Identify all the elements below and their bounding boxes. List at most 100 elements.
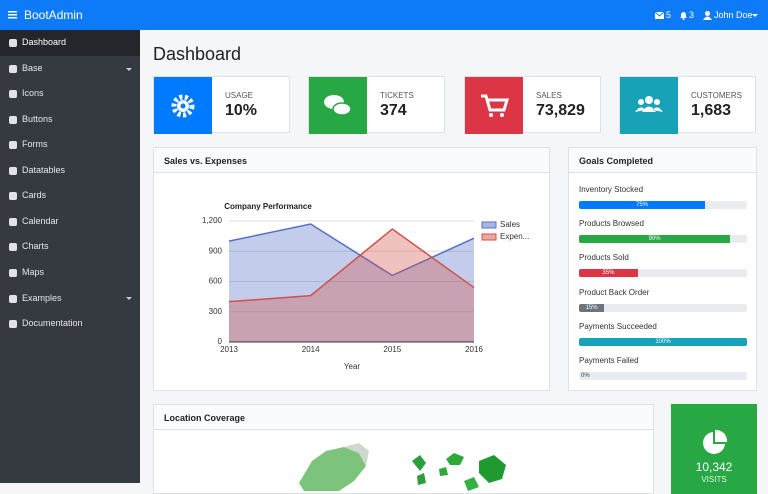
nav-icon	[9, 90, 17, 99]
progress-label: 35%	[602, 270, 615, 277]
message-count[interactable]: 5	[666, 10, 672, 20]
nav-item[interactable]: Dashboard	[22, 37, 67, 47]
sales-card: Sales vs. Expenses	[153, 147, 550, 391]
y-tick-label: 600	[209, 277, 223, 286]
visits-value: 10,342	[695, 460, 733, 474]
bell-icon	[680, 12, 687, 20]
nav-item[interactable]: Maps	[22, 266, 45, 277]
nav-item[interactable]: Buttons	[22, 113, 53, 124]
card-title: Goals Completed	[569, 148, 756, 173]
progress-label: 15%	[585, 304, 598, 311]
goal-name: Product Back Order	[579, 287, 650, 297]
progress-label: 0%	[581, 373, 590, 379]
nav-icon	[9, 192, 17, 201]
card-title: Location Coverage	[154, 405, 653, 430]
progress-label: 100%	[655, 338, 671, 345]
stat-label: USAGE	[225, 91, 254, 100]
progress-track: 100%	[579, 337, 747, 346]
progress-track: 75%	[579, 201, 747, 209]
message-icon	[655, 12, 664, 19]
goals-card: Goals Completed Inventory Stocked 75% Prod…	[568, 147, 757, 391]
progress-bar	[579, 303, 605, 312]
area-fill	[229, 224, 474, 342]
goal-name: Inventory Stocked	[579, 185, 644, 194]
nav-item[interactable]: Documentation	[22, 318, 83, 329]
nav-item[interactable]: Icons	[22, 88, 44, 99]
nav-icon	[9, 243, 17, 252]
stat-value: 1,683	[691, 102, 732, 119]
nav-item[interactable]: Base	[22, 62, 43, 73]
y-tick-label: 0	[218, 337, 223, 346]
pie-icon	[703, 429, 728, 454]
legend-label: Expen...	[500, 232, 529, 241]
nav-icon	[9, 115, 17, 124]
caret	[126, 297, 132, 300]
progress-bar	[579, 269, 638, 278]
x-axis-label: Year	[344, 362, 361, 371]
nav-icon	[9, 268, 17, 277]
progress-track: 35%	[579, 269, 747, 278]
nav-item[interactable]: Cards	[22, 190, 47, 201]
card-title: Sales vs. Expenses	[154, 148, 549, 173]
notification-count[interactable]: 3	[689, 10, 695, 20]
area-fill	[229, 229, 474, 342]
stat-label: SALES	[536, 91, 562, 100]
x-tick-label: 2013	[220, 345, 238, 354]
nav-item[interactable]: Datatables	[22, 164, 66, 175]
nav-item[interactable]: Forms	[22, 139, 48, 150]
stat-card: TICKETS 374	[308, 76, 445, 134]
nav-item[interactable]: Calendar	[22, 215, 59, 226]
progress-bar	[579, 337, 747, 346]
stat-value: 374	[380, 102, 407, 119]
stat-label: CUSTOMERS	[691, 91, 742, 100]
y-tick-label: 1,200	[202, 216, 223, 225]
caret	[126, 68, 132, 71]
visits-card: 10,342 VISITS	[671, 404, 757, 494]
y-tick-label: 300	[209, 307, 223, 316]
goal-name: Payments Succeeded	[579, 321, 657, 331]
active-item-bg	[0, 30, 140, 56]
brand[interactable]: BootAdmin	[24, 8, 83, 22]
stat-label: TICKETS	[380, 91, 414, 100]
stat-icon	[154, 77, 212, 134]
series-line	[228, 228, 475, 303]
progress-track: 0%	[579, 372, 747, 380]
x-tick-label: 2016	[465, 345, 483, 354]
legend-label: Sales	[500, 220, 520, 229]
progress-label: 90%	[648, 236, 661, 243]
nav-item[interactable]: Examples	[22, 292, 62, 303]
stat-value: 73,829	[536, 102, 585, 119]
x-tick-label: 2015	[383, 345, 401, 354]
stat-icon	[620, 77, 678, 134]
location-card: Location Coverage	[153, 404, 654, 494]
goal-name: Payments Failed	[579, 356, 639, 365]
caret	[752, 14, 758, 17]
stat-value: 10%	[225, 102, 258, 119]
user-icon	[703, 11, 712, 20]
menu-toggle[interactable]	[8, 11, 17, 19]
nav-icon	[9, 166, 17, 175]
progress-bar	[579, 235, 731, 244]
navbar: BootAdmin 5 3 John Doe	[0, 0, 768, 30]
chart-title: Company Performance	[224, 202, 312, 211]
stat-icon	[465, 77, 523, 134]
nav-icon	[9, 141, 17, 150]
goal-name: Products Sold	[579, 253, 629, 263]
stat-card: CUSTOMERS 1,683	[619, 76, 756, 134]
x-tick-label: 2014	[302, 345, 320, 354]
nav-icon	[9, 64, 17, 73]
nav-icon	[9, 39, 17, 47]
page-title: Dashboard	[153, 44, 242, 64]
series-line	[228, 223, 475, 277]
nav-item[interactable]: Charts	[22, 241, 49, 252]
sales-chart: Company Performance Year 0 300 600 900 1,200…	[202, 202, 529, 371]
stat-icon	[309, 77, 367, 134]
stat-card: USAGE 10%	[153, 76, 290, 134]
legend-swatch	[481, 233, 497, 241]
progress-track: 15%	[579, 303, 747, 312]
goal-name: Products Browsed	[579, 219, 644, 229]
progress-track: 90%	[579, 235, 747, 244]
user-menu[interactable]: John Doe	[714, 10, 753, 20]
visits-label: VISITS	[701, 475, 727, 484]
